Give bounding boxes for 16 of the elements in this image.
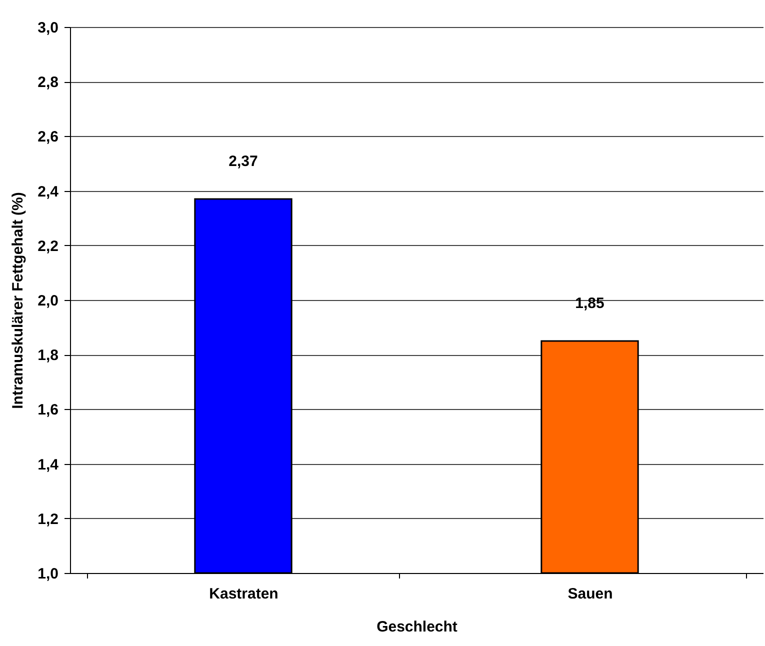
y-tick-label: 1,2 [38, 510, 58, 528]
x-tick-label: Kastraten [209, 586, 278, 602]
y-tick-label: 2,2 [38, 238, 58, 255]
y-tick-label: 2,4 [38, 183, 60, 200]
y-tick-label: 1,4 [38, 456, 60, 474]
y-tick-label: 2,0 [38, 292, 58, 310]
x-tick-label: Sauen [568, 586, 613, 602]
y-tick-label: 2,6 [38, 128, 58, 146]
x-axis-title: Geschlecht [376, 618, 458, 636]
y-axis-title: Intramuskulärer Fettgehalt (%) [10, 192, 27, 409]
y-tick-label: 1,6 [38, 402, 58, 419]
data-label: 2,37 [228, 152, 258, 170]
y-tick-label: 1,8 [38, 347, 58, 364]
y-tick-label: 1,0 [38, 566, 58, 582]
y-tick-label: 3,0 [38, 20, 58, 36]
y-tick-label: 2,8 [38, 74, 58, 92]
